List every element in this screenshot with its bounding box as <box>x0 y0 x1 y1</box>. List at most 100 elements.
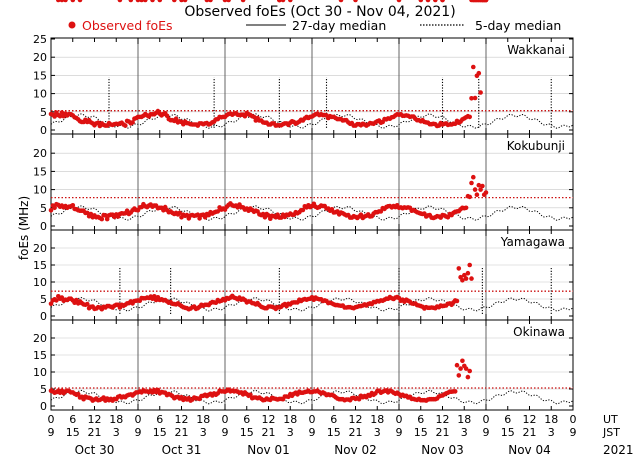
y-axis-label: foEs (MHz) <box>17 196 31 260</box>
jst-tick-label: 9 <box>135 426 142 439</box>
jst-tick-label: 21 <box>523 426 537 439</box>
y-tick-label: 20 <box>33 51 47 64</box>
ut-tick-label: 6 <box>504 413 511 426</box>
y-tick-label: 10 <box>33 88 47 101</box>
observed-point <box>182 0 188 3</box>
median5-line <box>50 113 574 129</box>
y-tick-label: 0 <box>40 400 47 413</box>
observed-point <box>215 209 221 214</box>
observed-point <box>480 183 485 189</box>
median5-line <box>50 389 574 405</box>
ut-tick-label: 12 <box>88 413 102 426</box>
jst-tick-label: 21 <box>436 426 450 439</box>
observed-point <box>471 64 476 70</box>
ut-tick-label: 0 <box>135 413 142 426</box>
observed-point <box>452 389 458 394</box>
observed-point <box>478 187 483 192</box>
jst-tick-label: 21 <box>88 426 102 439</box>
station-label: Wakkanai <box>507 43 565 57</box>
y-tick-label: 15 <box>33 259 47 272</box>
ut-tick-label: 0 <box>570 413 577 426</box>
observed-point <box>177 210 182 216</box>
panels: 0 5 10 15 20 25 Wakkanai 0 5 10 15 20 Kokubunji 0 5 10 1… <box>33 0 574 413</box>
observed-point <box>77 0 83 3</box>
observed-point <box>251 114 257 120</box>
observed-point <box>128 0 134 3</box>
observed-point <box>48 301 54 307</box>
ut-tick-label: 0 <box>483 413 490 426</box>
ut-tick-label: 18 <box>457 413 471 426</box>
observed-point <box>472 95 478 101</box>
y-tick-label: 5 <box>40 202 47 215</box>
x-axis-jst-label: JST <box>602 426 620 439</box>
ut-tick-label: 12 <box>175 413 189 426</box>
y-tick-label: 25 <box>33 33 47 46</box>
panel-yamagawa: 0 5 10 15 20 Yamagawa <box>33 0 574 323</box>
observed-point <box>469 276 474 281</box>
median5-line <box>50 205 574 221</box>
observed-point <box>52 205 57 211</box>
observed-point <box>130 120 135 125</box>
jst-tick-label: 21 <box>349 426 363 439</box>
observed-point <box>74 297 79 303</box>
observed-point <box>54 298 59 303</box>
observed-point <box>396 0 402 3</box>
observed-point <box>476 70 482 76</box>
observed-point <box>462 272 467 278</box>
observed-point <box>483 0 489 3</box>
y-tick-label: 20 <box>33 242 47 255</box>
y-tick-label: 15 <box>33 165 47 178</box>
observed-point <box>456 266 462 271</box>
observed-point <box>56 0 61 3</box>
panel-wakkanai: 0 5 10 15 20 25 Wakkanai <box>33 0 574 137</box>
legend: Observed foEs 27-day median 5-day median <box>68 18 561 33</box>
y-tick-label: 10 <box>33 276 47 289</box>
day-label: Nov 01 <box>247 443 290 457</box>
y-tick-label: 15 <box>33 349 47 362</box>
jst-tick-label: 9 <box>570 426 577 439</box>
jst-tick-label: 9 <box>483 426 490 439</box>
legend-27day-label: 27-day median <box>292 18 386 33</box>
legend-observed-marker <box>68 21 76 29</box>
ut-tick-label: 0 <box>309 413 316 426</box>
jst-tick-label: 15 <box>414 426 428 439</box>
jst-tick-label: 15 <box>327 426 341 439</box>
observed-point <box>248 392 253 398</box>
observed-point <box>104 216 110 222</box>
jst-tick-label: 15 <box>501 426 515 439</box>
y-tick-label: 10 <box>33 184 47 197</box>
jst-tick-label: 3 <box>461 426 468 439</box>
jst-tick-label: 15 <box>66 426 80 439</box>
chart-title: Observed foEs (Oct 30 - Nov 04, 2021) <box>184 4 455 20</box>
jst-tick-label: 3 <box>113 426 120 439</box>
jst-tick-label: 21 <box>262 426 276 439</box>
observed-point <box>70 203 76 208</box>
observed-point <box>135 0 141 3</box>
observed-point <box>143 0 148 3</box>
ut-tick-label: 6 <box>330 413 337 426</box>
observed-point <box>280 0 286 3</box>
observed-point <box>63 0 68 3</box>
day-label: Oct 30 <box>75 443 115 457</box>
observed-point <box>48 208 54 213</box>
jst-tick-label: 21 <box>175 426 189 439</box>
observed-point <box>469 180 474 186</box>
observed-point <box>99 216 105 222</box>
observed-point <box>454 298 460 304</box>
ut-tick-label: 18 <box>544 413 558 426</box>
y-tick-label: 20 <box>33 332 47 345</box>
jst-tick-label: 3 <box>287 426 294 439</box>
jst-tick-label: 9 <box>396 426 403 439</box>
ut-tick-label: 12 <box>262 413 276 426</box>
observed-point <box>465 374 471 380</box>
observed-point <box>440 0 445 3</box>
observed-point <box>157 0 163 3</box>
y-tick-label: 5 <box>40 106 47 119</box>
y-tick-label: 10 <box>33 366 47 379</box>
observed-point <box>240 0 246 3</box>
ut-tick-label: 0 <box>396 413 403 426</box>
observed-point <box>150 0 155 3</box>
observed-point <box>103 213 108 218</box>
panel-okinawa: 0 5 10 15 20 Okinawa <box>33 0 574 413</box>
